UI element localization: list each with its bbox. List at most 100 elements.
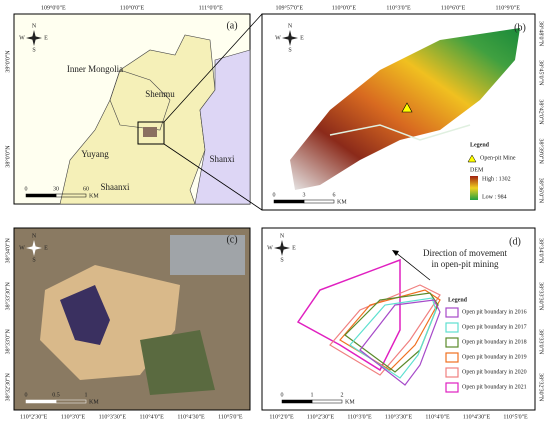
tick-label: 110°2'30"E <box>307 413 335 420</box>
scale-unit: KM <box>89 399 99 405</box>
tick-label: 38°33'0"N <box>4 328 11 354</box>
zoom-line <box>163 13 263 123</box>
legend-swatch <box>445 352 459 363</box>
panel-label: (d) <box>509 236 521 247</box>
place-name: Shenmu <box>145 89 175 99</box>
compass-letter: N <box>288 23 293 29</box>
place-name: Shanxi <box>209 154 235 164</box>
compass-letter: N <box>280 233 285 239</box>
tick-label: 38°33'30"N <box>4 281 11 310</box>
legend-symbol <box>467 154 477 163</box>
scale-label: 60 <box>83 186 89 192</box>
scale-bar <box>311 399 343 404</box>
tick-label: 110°4'30"E <box>463 413 491 420</box>
legend-swatch <box>445 322 459 333</box>
legend-swatch <box>445 337 459 348</box>
tick-label: 110°2'0"E <box>269 413 294 420</box>
tick-label: 39°0'0"N <box>4 50 11 73</box>
legend-entry: Open pit boundary in 2020 <box>462 369 527 375</box>
tick-label: 110°3'0"E <box>347 413 372 420</box>
compass-letter: E <box>292 245 296 251</box>
compass-letter: S <box>288 47 291 53</box>
compass-arrow <box>26 36 42 40</box>
scale-label: 0 <box>25 392 28 398</box>
tick-label: 110°2'30"E <box>20 413 48 420</box>
scale-bar <box>25 399 57 404</box>
scale-bar <box>55 193 87 198</box>
compass-arrow <box>282 36 298 40</box>
legend-title: Legend <box>448 297 468 303</box>
tick-label: 109°57'0"E <box>275 4 303 11</box>
tick-label: 38°34'0"N <box>4 237 11 263</box>
scale-bar <box>25 193 57 198</box>
tick-label: 111°0'0"E <box>199 4 223 11</box>
legend-swatch <box>445 307 459 318</box>
scale-label: 1 <box>311 392 314 398</box>
scale-unit: KM <box>345 399 355 405</box>
scale-label: 30 <box>53 186 59 192</box>
compass-letter: W <box>19 35 25 41</box>
tick-label: 38°42'0"N <box>538 99 545 125</box>
place-name: Inner Mongolia <box>67 64 123 74</box>
scale-label: 3 <box>303 192 306 198</box>
tick-label: 38°39'0"N <box>538 139 545 165</box>
legend-entry: Open pit boundary in 2016 <box>462 309 527 315</box>
compass-arrow <box>274 246 290 250</box>
tick-label: 38°33'30"N <box>538 282 545 311</box>
panel-a-map <box>13 13 251 205</box>
scale-label: 2 <box>341 392 344 398</box>
panel-label: (c) <box>226 234 237 245</box>
scale-unit: KM <box>89 193 99 199</box>
tick-label: 110°3'0"E <box>61 413 86 420</box>
compass-letter: E <box>44 245 48 251</box>
scale-bar <box>55 399 87 404</box>
legend-entry: Low : 984 <box>482 194 507 200</box>
tick-label: 38°45'0"N <box>538 60 545 86</box>
panel-d-map <box>261 227 536 411</box>
compass-letter: S <box>280 257 283 263</box>
scale-label: 0 <box>273 192 276 198</box>
legend-entry: Open pit boundary in 2019 <box>462 354 527 360</box>
annotation: in open-pit mining <box>432 259 499 269</box>
panel-c-image <box>13 227 251 411</box>
tick-label: 38°33'0"N <box>538 329 545 355</box>
legend-entry: Open pit boundary in 2018 <box>462 339 527 345</box>
scale-label: 1 <box>85 392 88 398</box>
tick-label: 110°5'0"E <box>218 413 243 420</box>
scale-unit: KM <box>337 199 347 205</box>
scale-label: 0 <box>25 186 28 192</box>
tick-label: 110°4'0"E <box>139 413 164 420</box>
tick-label: 110°9'0"E <box>496 4 521 11</box>
tick-label: 38°48'0"N <box>538 21 545 47</box>
tick-label: 109°0'0"E <box>41 4 66 11</box>
compass-letter: S <box>32 257 35 263</box>
compass-letter: N <box>32 23 37 29</box>
scale-label: 0.5 <box>52 392 60 398</box>
tick-label: 110°3'30"E <box>385 413 413 420</box>
tick-label: 38°32'30"N <box>538 373 545 402</box>
tick-label: 38°34'0"N <box>538 238 545 264</box>
tick-label: 110°6'0"E <box>441 4 466 11</box>
tick-label: 110°4'0"E <box>425 413 450 420</box>
legend-swatch <box>445 367 459 378</box>
tick-label: 110°5'0"E <box>503 413 528 420</box>
tick-label: 110°3'30"E <box>99 413 127 420</box>
scale-label: 0 <box>281 392 284 398</box>
tick-label: 110°0'0"E <box>332 4 357 11</box>
compass-letter: E <box>300 35 304 41</box>
scale-bar <box>273 199 305 204</box>
compass-letter: E <box>44 35 48 41</box>
place-name: Yuyang <box>81 149 109 159</box>
tick-label: 38°32'30"N <box>4 372 11 401</box>
zoom-line <box>163 143 263 211</box>
legend-entry: High : 1302 <box>482 176 511 182</box>
legend-swatch <box>445 382 459 393</box>
scale-label: 6 <box>333 192 336 198</box>
legend-entry: DEM <box>470 167 484 173</box>
legend-entry: Open pit boundary in 2021 <box>462 384 527 390</box>
tick-label: 110°3'0"E <box>386 4 411 11</box>
compass-letter: W <box>267 245 273 251</box>
panel-label: (a) <box>226 20 237 31</box>
tick-label: 110°4'30"E <box>177 413 205 420</box>
scale-bar <box>281 399 313 404</box>
